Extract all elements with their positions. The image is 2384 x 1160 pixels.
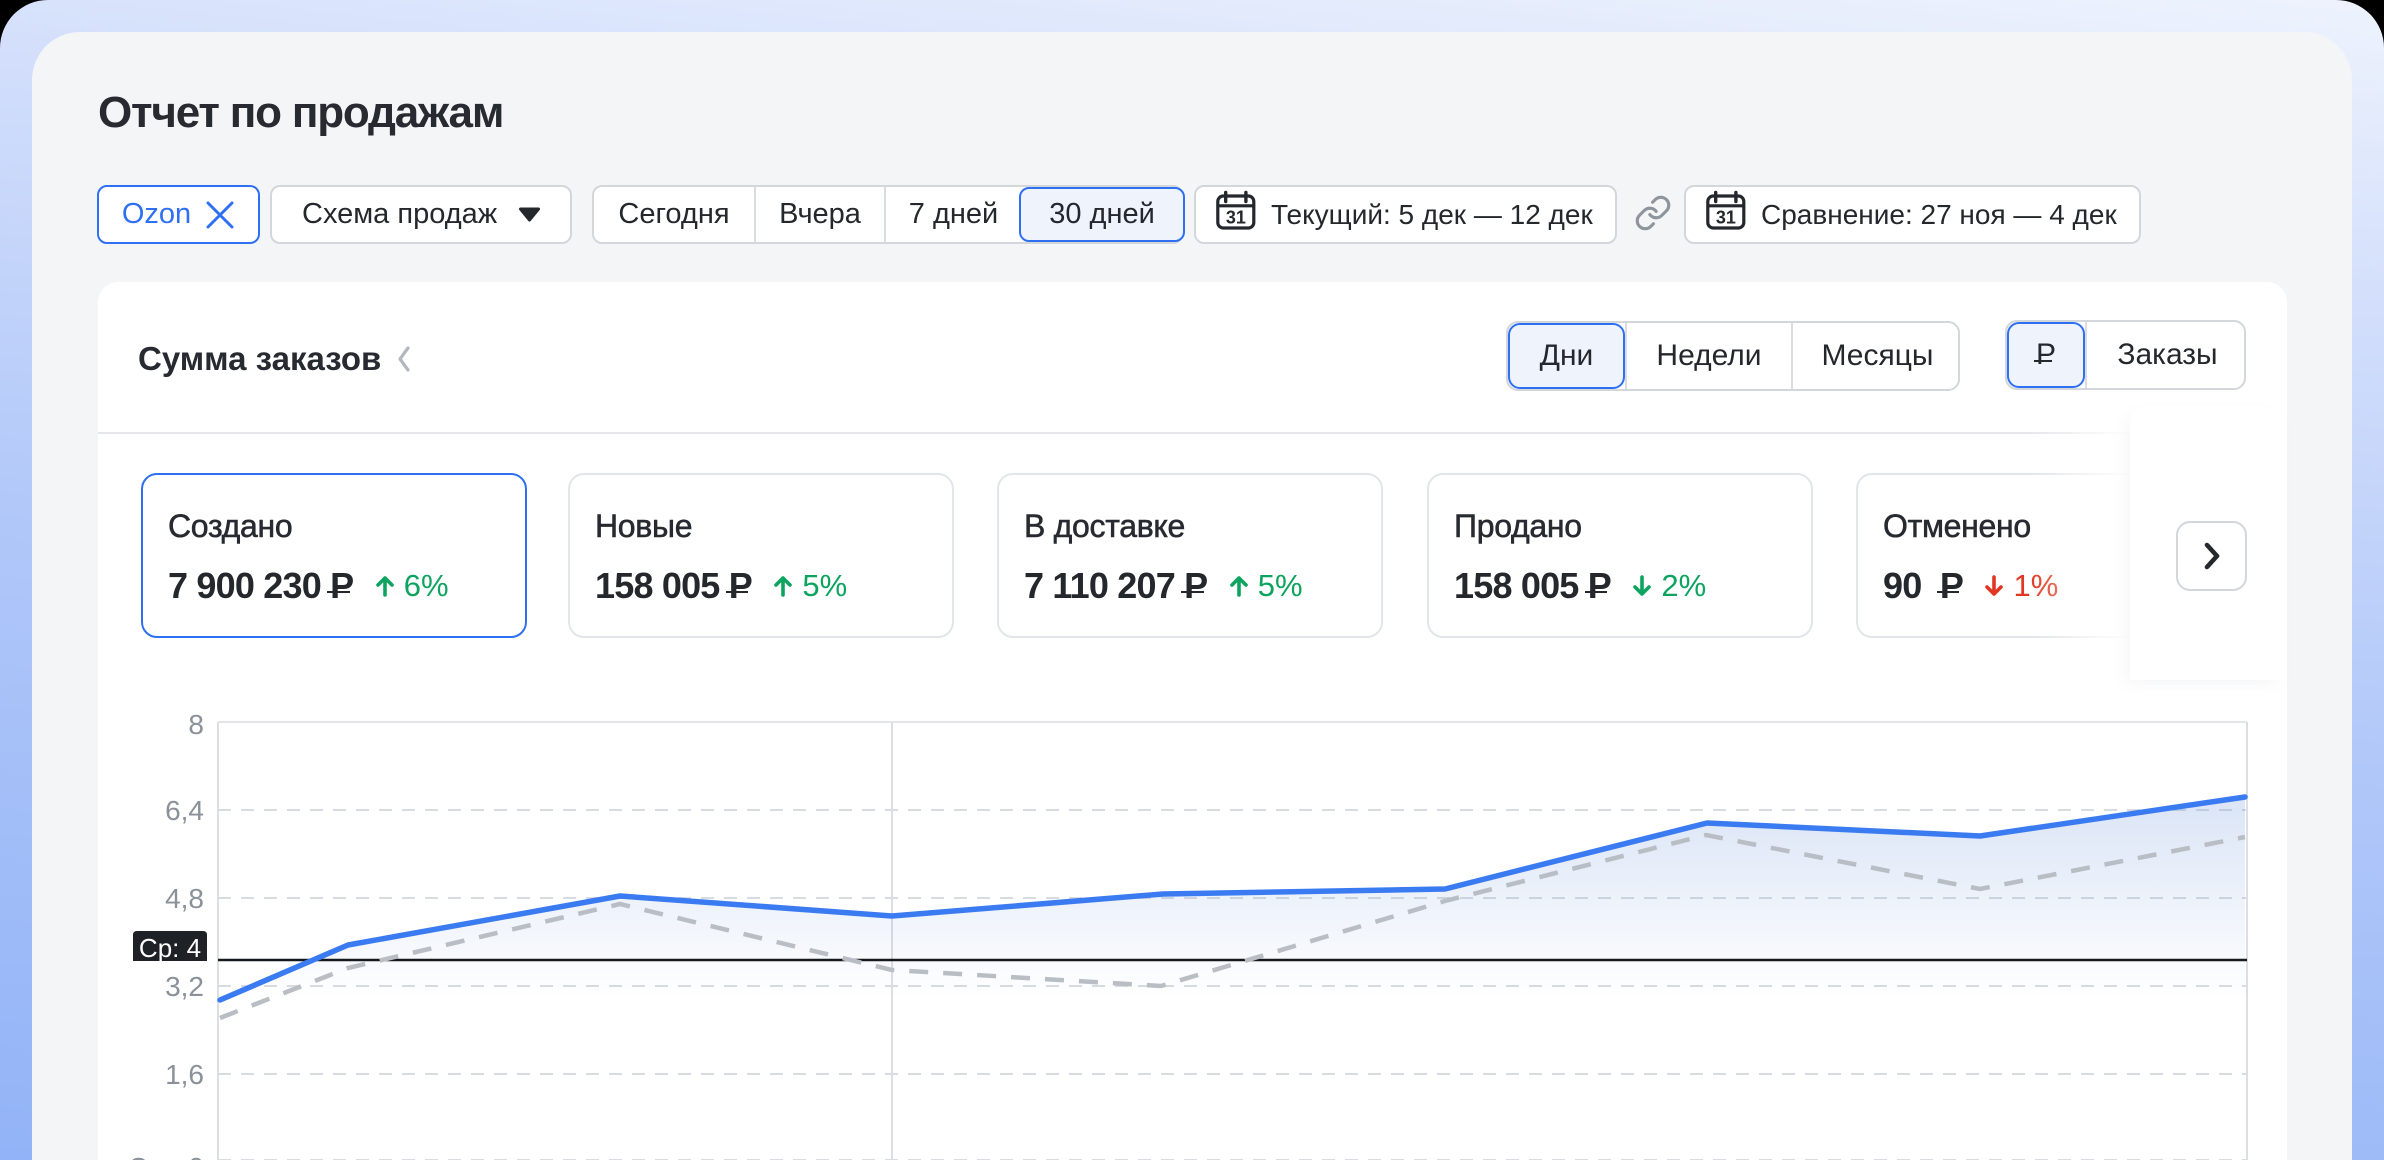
svg-text:3,2: 3,2 [165,971,204,1002]
svg-text:6,4: 6,4 [165,795,204,826]
svg-text:4,8: 4,8 [165,883,204,914]
svg-text:8: 8 [188,709,204,740]
svg-text:Ср: 4: Ср: 4 [139,933,201,963]
svg-text:С: С [128,1152,148,1160]
svg-text:1,6: 1,6 [165,1059,204,1090]
svg-text:0: 0 [188,1152,204,1160]
